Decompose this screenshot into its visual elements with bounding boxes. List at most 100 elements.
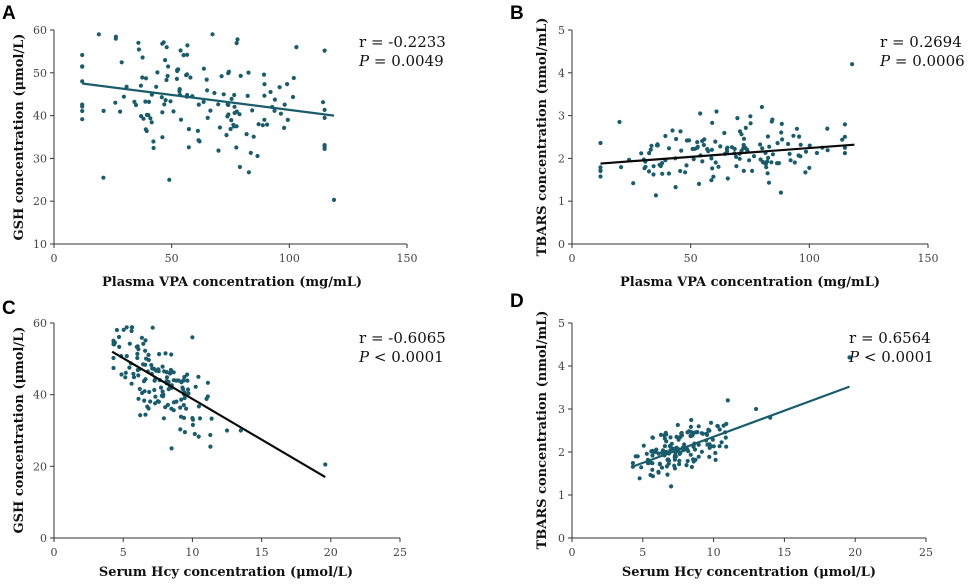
data-point-a (185, 43, 190, 48)
data-point-c (153, 368, 159, 373)
data-point-c (169, 352, 174, 357)
data-point-c (158, 385, 164, 390)
data-point-d (715, 424, 720, 429)
data-point-b (710, 120, 715, 125)
data-point-d (663, 430, 668, 435)
data-point-b (760, 146, 765, 151)
data-point-a (136, 47, 141, 52)
data-point-c (162, 369, 167, 374)
data-point-c (205, 380, 210, 385)
data-point-a (96, 32, 101, 37)
regression-line-c (111, 350, 326, 479)
data-point-b (803, 170, 808, 175)
data-point-b (716, 164, 721, 169)
x-tick-label-a: 0 (51, 252, 58, 265)
data-point-b (791, 133, 796, 138)
data-point-c (164, 375, 170, 380)
data-point-c (182, 395, 187, 401)
x-tick-label-b: 100 (799, 252, 820, 265)
data-point-d (659, 465, 665, 470)
data-point-c (193, 384, 198, 389)
x-tick-label-d: 0 (569, 546, 576, 559)
data-point-d (699, 449, 705, 454)
data-point-d (705, 442, 710, 447)
data-point-b (737, 156, 742, 161)
data-point-b (850, 62, 855, 67)
y-tick-label-b: 3 (558, 110, 565, 123)
data-point-d (675, 422, 680, 428)
data-point-c (124, 325, 129, 330)
data-point-b (794, 126, 800, 131)
plot-area-d: 0 5 10 15 20 25 0 1 2 3 4 5 (558, 317, 933, 559)
p-symbol-a: P (358, 52, 370, 70)
data-point-d (713, 450, 718, 456)
data-point-c (209, 416, 214, 421)
data-point-b (709, 156, 714, 161)
data-point-b (683, 170, 688, 175)
data-point-b (684, 138, 690, 143)
data-point-b (663, 133, 668, 139)
data-point-c (190, 422, 195, 427)
data-point-b (655, 142, 660, 147)
data-point-a (260, 123, 265, 128)
data-point-c (137, 386, 142, 392)
regression-line-d (631, 385, 850, 469)
data-point-d (656, 470, 661, 475)
data-point-d (662, 444, 668, 449)
x-tick-label-b: 150 (918, 252, 939, 265)
data-point-a (229, 118, 234, 123)
data-point-b (765, 159, 770, 164)
data-point-a (251, 134, 256, 139)
data-point-d (650, 435, 655, 440)
data-point-a (168, 99, 173, 104)
data-point-d (692, 447, 698, 452)
data-point-b (660, 171, 665, 176)
x-tick-label-d: 20 (848, 546, 862, 559)
data-point-a (290, 94, 296, 100)
data-point-b (778, 190, 784, 195)
data-point-c (196, 404, 201, 409)
data-point-b (759, 104, 765, 110)
data-point-b (714, 109, 719, 114)
data-point-b (842, 151, 848, 156)
data-point-c (169, 446, 174, 451)
plot-area-b: 0 50 100 150 0 1 2 3 4 5 (558, 24, 939, 265)
data-point-b (700, 138, 705, 144)
data-point-a (160, 135, 165, 140)
data-point-d (711, 444, 716, 449)
data-point-c (121, 327, 126, 332)
panel-c: C 0 5 10 15 20 25 0 20 40 60 Serum Hcy concentrat… (2, 298, 446, 580)
data-point-c (153, 394, 158, 399)
data-point-a (294, 45, 299, 50)
data-point-b (711, 174, 716, 179)
data-point-b (814, 150, 820, 156)
data-point-d (674, 445, 679, 450)
data-point-b (792, 160, 797, 165)
data-point-a (171, 109, 176, 114)
data-point-a (143, 76, 149, 81)
data-point-a (201, 66, 206, 71)
data-point-a (322, 146, 327, 151)
data-point-d (666, 457, 671, 462)
data-point-b (732, 146, 737, 151)
x-axis-title-d: Serum Hcy concentration (μmol/L) (622, 565, 876, 580)
data-point-b (647, 151, 652, 156)
data-point-a (159, 95, 164, 100)
y-tick-label-d: 4 (558, 360, 565, 373)
data-point-a (228, 126, 233, 132)
plot-area-c: 0 5 10 15 20 25 0 20 40 60 (33, 317, 407, 559)
data-point-c (165, 402, 170, 408)
data-point-d (672, 455, 677, 460)
data-point-a (143, 127, 148, 132)
data-point-c (208, 444, 213, 449)
data-point-a (282, 102, 287, 107)
data-point-a (174, 76, 179, 81)
data-point-d (684, 463, 689, 468)
data-point-d (648, 472, 653, 478)
data-point-b (666, 146, 672, 151)
y-axis-title-c: GSH concentration (μmol/L) (12, 327, 27, 534)
data-point-a (291, 75, 296, 81)
data-point-b (747, 158, 752, 163)
x-tick-label-c: 25 (393, 546, 407, 559)
data-point-c (197, 416, 203, 421)
